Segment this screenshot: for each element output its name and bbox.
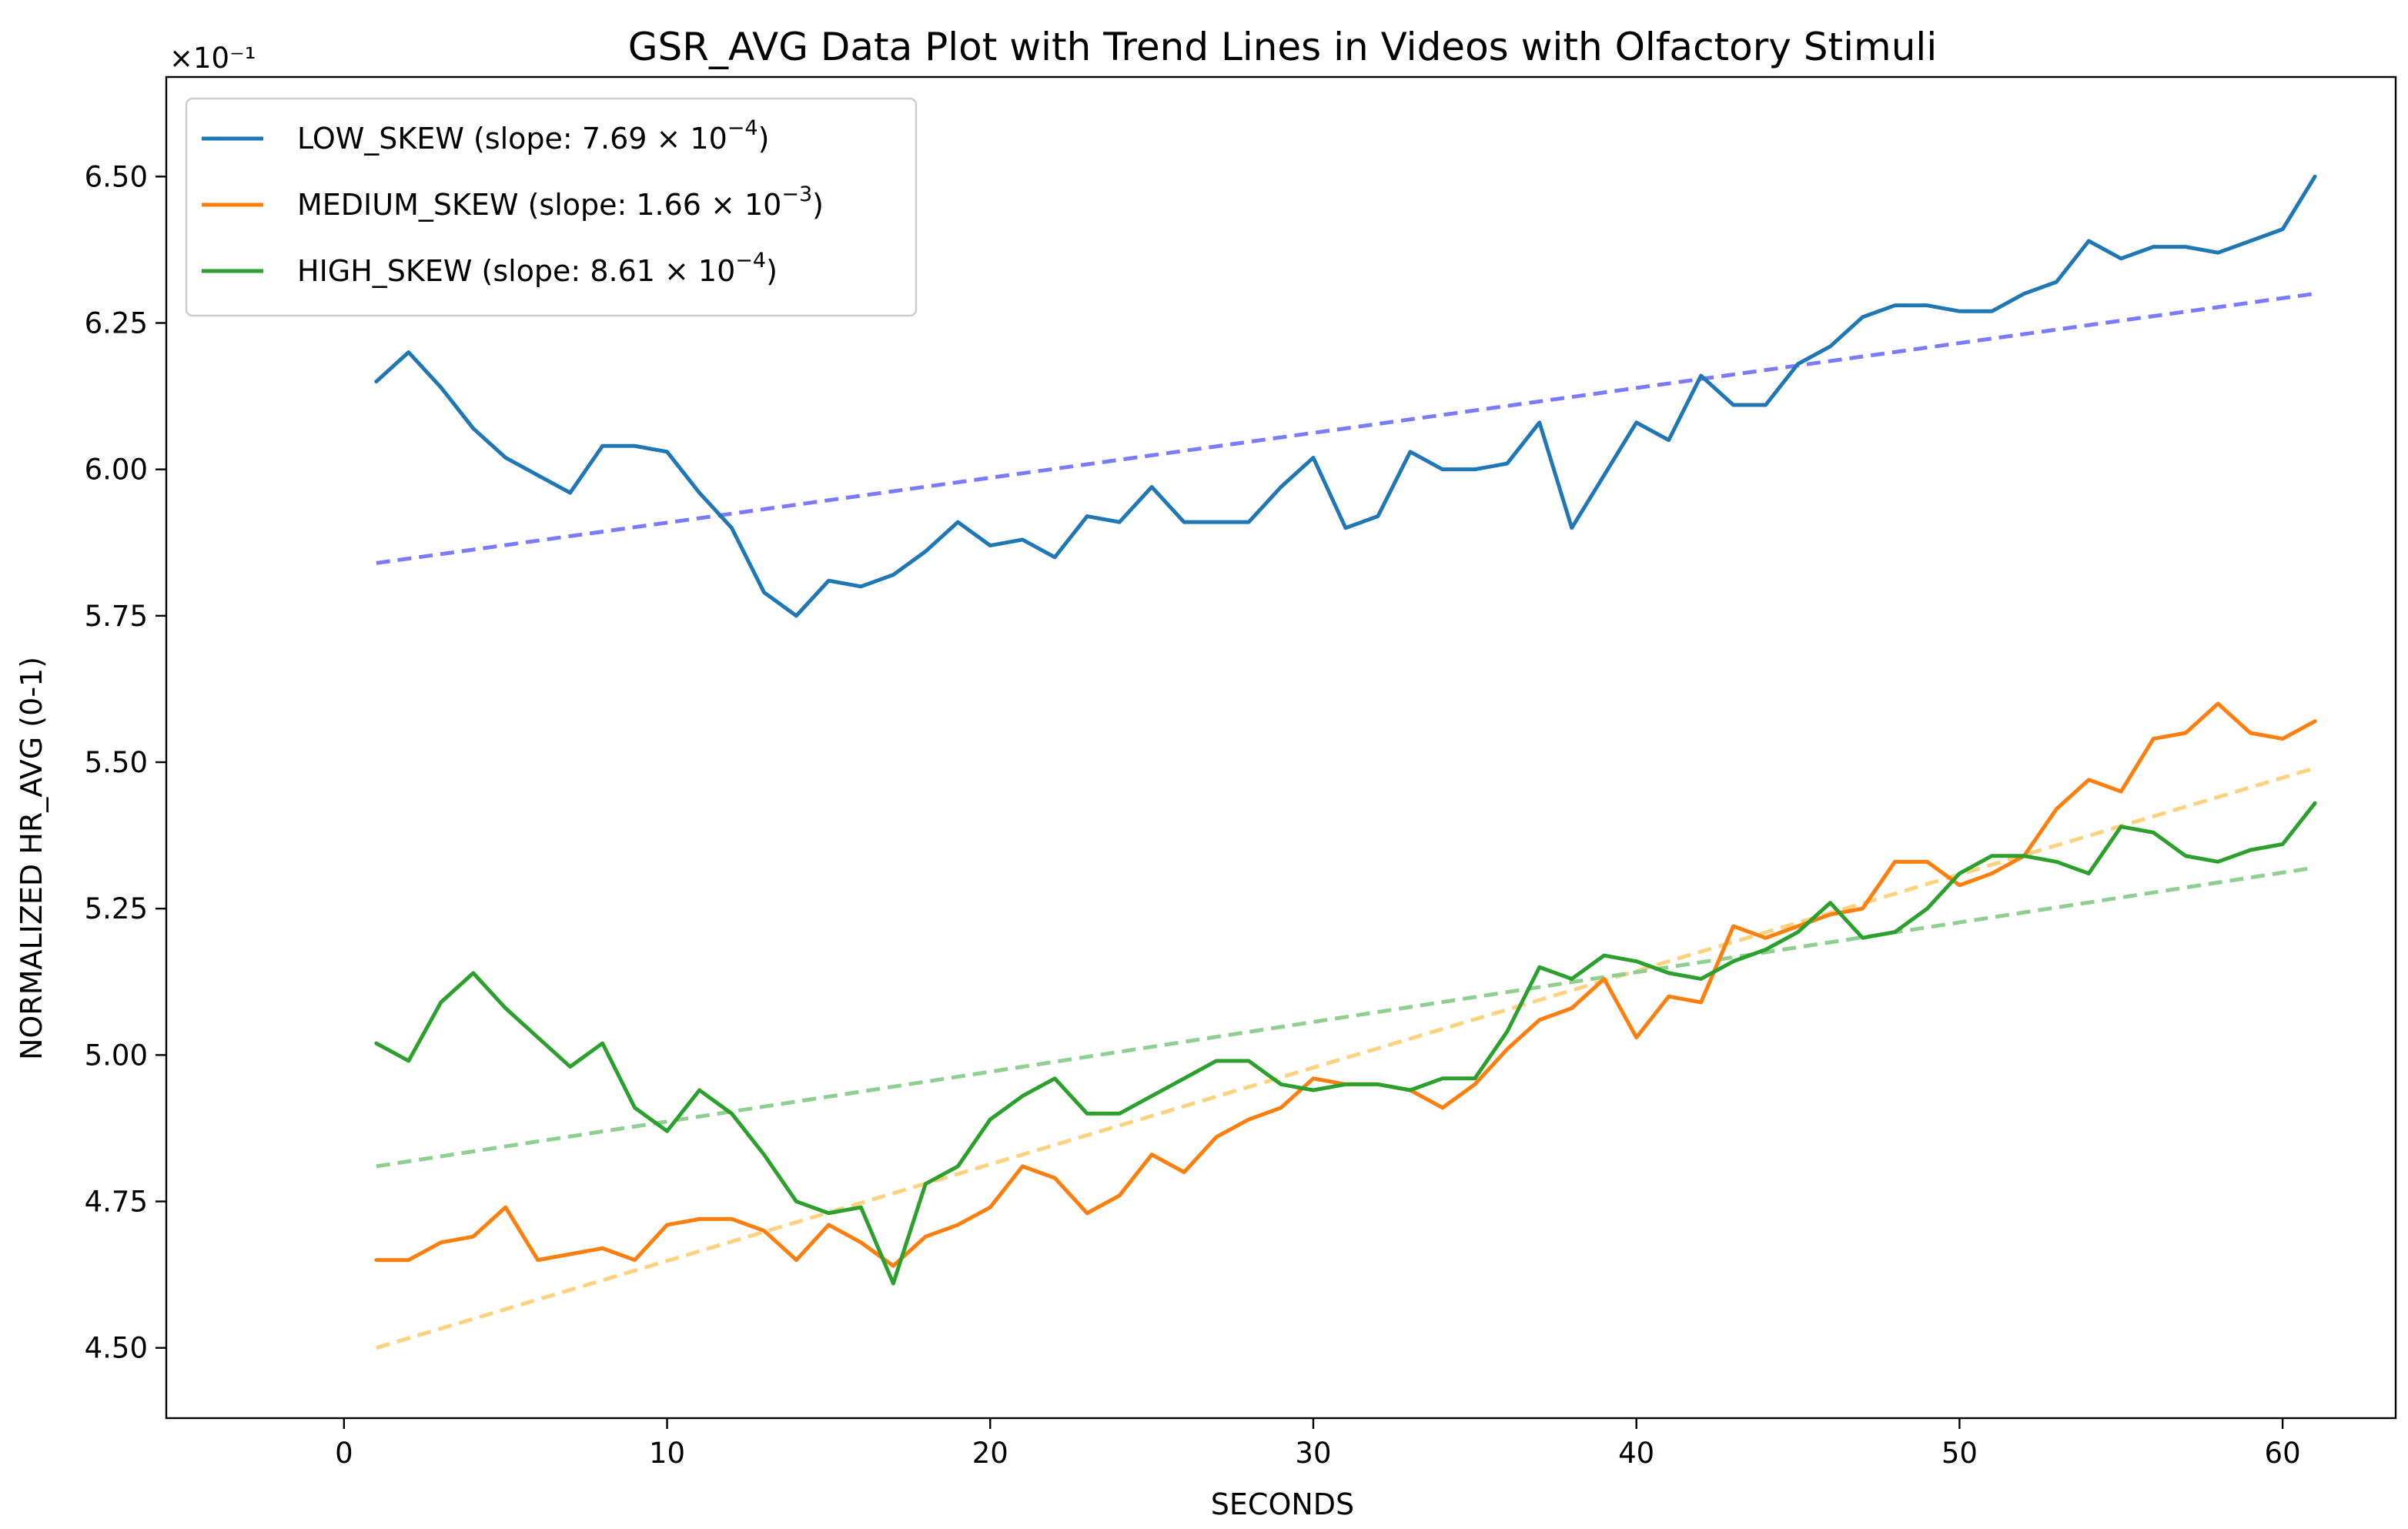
plot-area-frame (165, 75, 2397, 1420)
x-tick-label: 0 (335, 1437, 353, 1470)
x-tick-label: 20 (972, 1437, 1008, 1470)
y-tick-label: 5.75 (85, 600, 148, 633)
legend-label-medium-skew: MEDIUM_SKEW (slope: 1.66 × 10−3) (297, 182, 824, 222)
legend-box (185, 97, 918, 317)
legend-label-low-skew: LOW_SKEW (slope: 7.69 × 10−4) (297, 116, 769, 156)
y-tick-label: 6.25 (85, 306, 148, 340)
x-tick-label: 10 (649, 1437, 685, 1470)
y-tick-label: 5.00 (85, 1039, 148, 1072)
x-axis-ticks: 0 10 20 30 40 50 60 (335, 1418, 2301, 1470)
legend-label-high-skew: HIGH_SKEW (slope: 8.61 × 10−4) (297, 249, 778, 288)
legend: LOW_SKEW (slope: 7.69 × 10−4) MEDIUM_SKEW… (185, 97, 918, 317)
y-axis-ticks: 4.50 4.75 5.00 5.25 5.50 5.75 6.00 6.25 6.50 (85, 160, 166, 1365)
y-tick-label: 5.50 (85, 746, 148, 779)
x-tick-label: 40 (1618, 1437, 1654, 1470)
y-tick-label: 5.25 (85, 892, 148, 925)
series-lines (374, 174, 2317, 1286)
trend-line-low-skew (376, 291, 2316, 565)
y-tick-label: 4.50 (85, 1332, 148, 1365)
series-line-low-skew (374, 174, 2317, 618)
x-axis-label: SECONDS (1211, 1487, 1354, 1521)
series-line-high-skew (374, 801, 2317, 1286)
y-tick-label: 4.75 (85, 1186, 148, 1219)
y-tick-label: 6.50 (85, 160, 148, 193)
y-axis-label: NORMALIZED HR_AVG (0-1) (15, 657, 48, 1060)
trend-line-medium-skew (376, 766, 2316, 1350)
trend-line-high-skew (376, 865, 2316, 1169)
y-offset-label: ×10⁻¹ (169, 42, 256, 75)
chart-title: GSR_AVG Data Plot with Trend Lines in Vi… (628, 25, 1937, 69)
x-tick-label: 30 (1295, 1437, 1331, 1470)
x-tick-label: 60 (2265, 1437, 2301, 1470)
x-tick-label: 50 (1941, 1437, 1978, 1470)
trend-lines (376, 291, 2316, 1350)
y-tick-label: 6.00 (85, 453, 148, 487)
